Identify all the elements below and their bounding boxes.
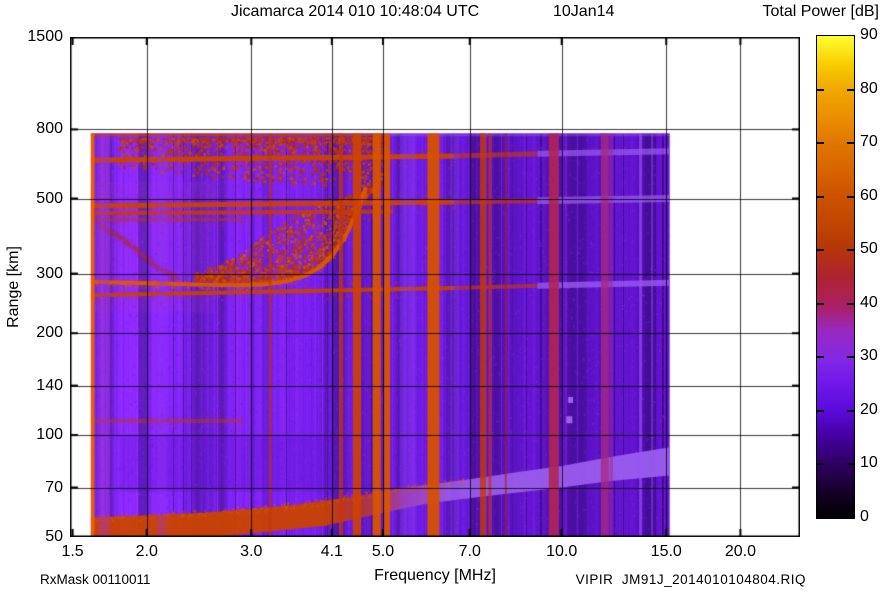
colorbar-tick-label: 0	[860, 508, 869, 525]
colorbar-tick-label: 20	[860, 400, 878, 418]
colorbar-tick	[847, 302, 854, 305]
x-tick-label: 1.5	[61, 543, 84, 560]
y-tick-label: 1500	[27, 28, 63, 45]
colorbar-tick	[817, 463, 824, 466]
x-axis-label: Frequency [MHz]	[374, 567, 496, 584]
x-tick-label: 4.1	[320, 543, 343, 560]
colorbar-tick-label: 70	[860, 133, 878, 151]
y-tick-label: 70	[45, 478, 63, 496]
y-axis-label: Range [km]	[5, 246, 22, 328]
colorbar-tick-label: 60	[860, 186, 878, 204]
colorbar-title: Total Power [dB]	[762, 3, 880, 20]
colorbar-tick	[817, 409, 824, 412]
x-tick-label: 15.0	[650, 543, 682, 560]
colorbar-tick	[847, 88, 854, 91]
colorbar-tick-label: 50	[860, 240, 878, 258]
x-tick-label: 20.0	[724, 543, 756, 560]
y-tick-label: 800	[36, 120, 63, 138]
y-tick-label: 140	[36, 376, 63, 394]
y-tick-label: 100	[36, 426, 63, 444]
y-tick-label: 50	[45, 528, 63, 545]
colorbar-tick	[847, 463, 854, 466]
colorbar-tick-label: 30	[860, 347, 878, 365]
y-tick-label: 500	[36, 189, 63, 207]
colorbar-tick	[847, 409, 854, 412]
colorbar	[816, 35, 855, 519]
colorbar-tick	[817, 249, 824, 252]
colorbar-tick	[817, 302, 824, 305]
y-tick-label: 200	[36, 324, 63, 342]
x-tick-label: 10.0	[546, 543, 578, 560]
colorbar-tick	[817, 142, 824, 145]
colorbar-tick-label: 10	[860, 454, 878, 472]
data-file-label: VIPIR JM91J_2014010104804.RIQ	[575, 572, 806, 587]
colorbar-tick	[817, 356, 824, 359]
colorbar-tick	[847, 249, 854, 252]
colorbar-tick-label: 40	[860, 293, 878, 311]
page-title: Jicamarca 2014 010 10:48:04 UTC	[231, 3, 480, 20]
rx-mask-label: RxMask 00110011	[40, 572, 151, 587]
colorbar-tick	[847, 195, 854, 198]
ionogram-heatmap	[70, 37, 800, 537]
colorbar-tick-label: 90	[860, 26, 878, 43]
colorbar-tick	[847, 356, 854, 359]
colorbar-tick	[817, 88, 824, 91]
colorbar-tick	[817, 195, 824, 198]
colorbar-tick-label: 80	[860, 79, 878, 97]
y-tick-label: 300	[36, 264, 63, 282]
colorbar-tick	[847, 142, 854, 145]
x-tick-label: 5.0	[371, 543, 395, 560]
page-date: 10Jan14	[553, 3, 615, 20]
x-tick-label: 3.0	[240, 543, 263, 560]
x-tick-label: 7.0	[458, 543, 481, 560]
x-tick-label: 2.0	[135, 543, 158, 560]
